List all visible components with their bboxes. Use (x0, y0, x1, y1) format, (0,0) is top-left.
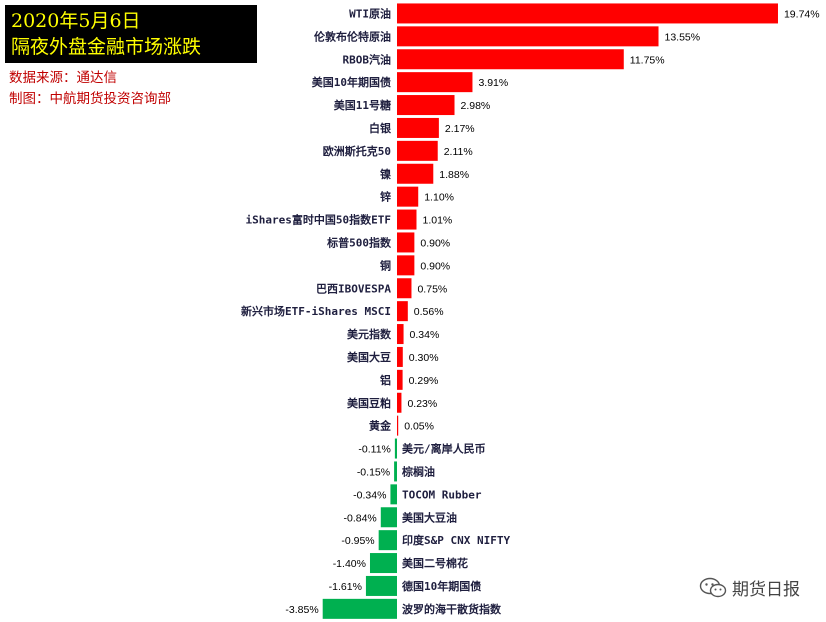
category-label: 波罗的海干散货指数 (402, 602, 502, 616)
bar (394, 461, 397, 482)
category-label: TOCOM Rubber (402, 488, 482, 501)
value-label: 3.91% (478, 77, 508, 89)
bar (397, 209, 417, 230)
category-label: 镍 (380, 167, 391, 181)
value-label: 0.90% (420, 260, 450, 272)
value-label: 0.23% (407, 398, 437, 410)
bar (397, 72, 473, 93)
chart-maker: 制图：中航期货投资咨询部 (9, 91, 171, 107)
bar (397, 26, 659, 47)
value-label: 0.75% (417, 283, 447, 295)
category-label: 铜 (379, 258, 391, 272)
bar (397, 117, 439, 138)
category-label: 美国二号棉花 (402, 556, 468, 570)
value-label: -0.95% (341, 535, 374, 547)
value-label: -1.61% (329, 581, 362, 593)
bar (397, 301, 408, 322)
category-label: 美国11号糖 (334, 98, 391, 112)
category-label: 白银 (369, 121, 392, 135)
value-label: 1.01% (422, 215, 452, 227)
value-label: 1.10% (424, 192, 454, 204)
value-label: -0.11% (358, 444, 391, 456)
value-label: 0.56% (414, 306, 444, 318)
watermark-text: 期货日报 (732, 580, 800, 600)
bar (397, 369, 403, 390)
category-label: 巴西IBOVESPA (316, 282, 391, 295)
chart-date: 2020年5月6日 (11, 10, 141, 32)
bar (369, 553, 397, 574)
category-label: 美国大豆油 (402, 510, 457, 524)
watermark: 期货日报 (699, 575, 800, 600)
title-box: 2020年5月6日 隔夜外盘金融市场涨跌 (5, 5, 257, 63)
bar (397, 3, 778, 24)
value-label: 11.75% (630, 54, 665, 66)
bar (397, 163, 434, 184)
value-label: 2.11% (444, 146, 473, 158)
bar (394, 438, 397, 459)
bar (397, 232, 415, 253)
value-label: -0.34% (353, 489, 386, 501)
bar (397, 278, 412, 299)
data-source: 数据来源：通达信 (9, 70, 117, 86)
category-label: WTI原油 (349, 6, 391, 20)
category-label: 德国10年期国债 (401, 579, 481, 593)
value-label: 2.98% (461, 100, 491, 112)
bar (397, 140, 438, 161)
chart-title: 隔夜外盘金融市场涨跌 (11, 36, 202, 58)
category-label: RBOB汽油 (343, 52, 392, 66)
value-label: 0.34% (410, 329, 440, 341)
category-label: 印度S&P CNX NIFTY (402, 533, 510, 547)
category-label: iShares富时中国50指数ETF (246, 213, 391, 227)
bar (397, 186, 419, 207)
value-label: 0.05% (404, 421, 434, 433)
value-label: -1.40% (333, 558, 366, 570)
category-label: 伦敦布伦特原油 (314, 29, 391, 43)
value-label: 0.29% (409, 375, 439, 387)
bar (397, 49, 624, 70)
value-label: 0.30% (409, 352, 439, 364)
value-label: 19.74% (784, 8, 820, 20)
value-label: -3.85% (285, 604, 318, 616)
bar (397, 392, 402, 413)
category-label: 黄金 (369, 419, 392, 433)
value-label: 13.55% (665, 31, 701, 43)
category-label: 美国豆粕 (347, 396, 391, 410)
value-label: -0.15% (357, 466, 390, 478)
bar (378, 530, 397, 551)
category-label: 欧洲斯托克50 (323, 144, 391, 158)
value-label: -0.84% (344, 512, 377, 524)
category-label: 美元/离岸人民币 (402, 442, 486, 456)
category-label: 铝 (380, 373, 391, 387)
category-label: 棕榈油 (401, 464, 435, 478)
category-label: 新兴市场ETF-iShares MSCI (241, 304, 391, 318)
bar (397, 346, 403, 367)
wechat-icon (699, 577, 727, 597)
bar (397, 415, 399, 436)
category-label: 美国大豆 (347, 350, 391, 364)
bar (397, 255, 415, 276)
value-label: 1.88% (439, 169, 469, 181)
bar (365, 575, 397, 596)
value-label: 2.17% (445, 123, 475, 135)
bar (397, 324, 404, 345)
bar (380, 507, 397, 528)
bar (322, 598, 397, 619)
value-label: 0.90% (420, 237, 450, 249)
category-label: 美国10年期国债 (312, 75, 391, 89)
category-label: 美元指数 (347, 327, 392, 341)
bar (397, 95, 455, 116)
bar (390, 484, 397, 505)
category-label: 标普500指数 (326, 235, 392, 249)
category-label: 锌 (380, 190, 391, 204)
